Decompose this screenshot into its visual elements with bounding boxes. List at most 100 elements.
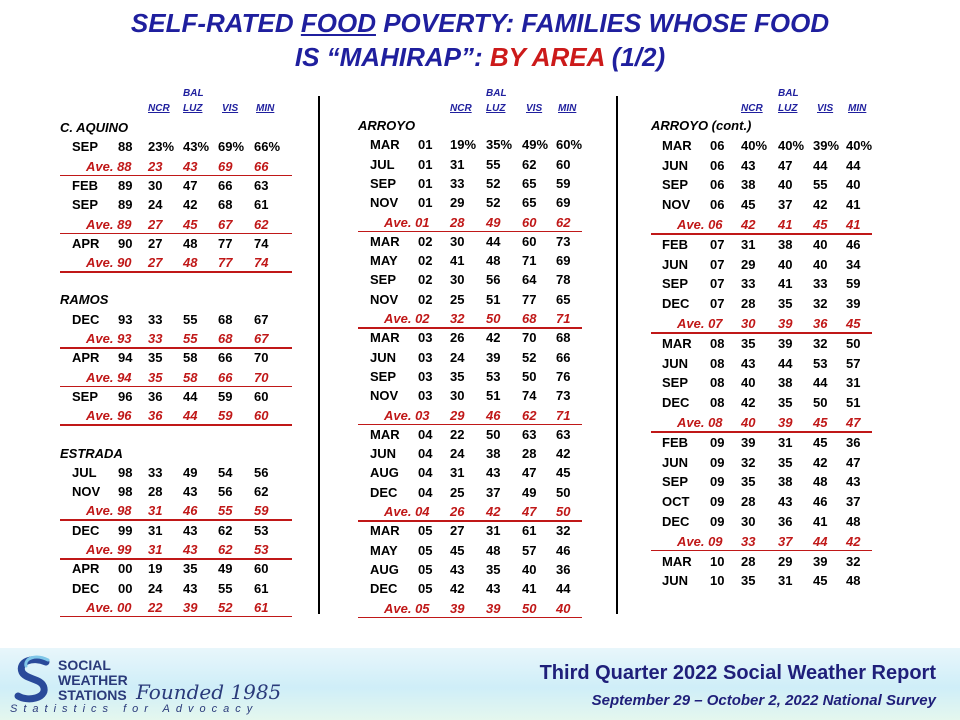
- table-row: SEP 06 38 40 55 40: [0, 177, 960, 196]
- table-row: FEB 09 39 31 45 36: [0, 435, 960, 454]
- average-underline: [651, 233, 872, 235]
- year-cell: 96: [118, 388, 133, 404]
- min-cell: 59: [254, 503, 269, 519]
- month-cell: FEB: [662, 434, 688, 450]
- average-underline: [60, 615, 292, 618]
- table-row: SEP 07 33 41 33 59: [0, 276, 960, 295]
- vis-cell: 62: [522, 156, 537, 172]
- min-cell: 71: [556, 407, 571, 423]
- vis-cell: 55: [218, 580, 233, 596]
- column-header-ncr: NCR: [148, 103, 170, 114]
- ncr-cell: 27: [450, 523, 465, 539]
- min-cell: 70: [254, 350, 269, 366]
- ncr-cell: 35: [741, 335, 756, 351]
- table-row: DEC 93 33 55 68 67: [0, 312, 960, 331]
- month-cell: JUL: [370, 156, 395, 172]
- year-cell: 06: [710, 157, 725, 173]
- vis-cell: 68: [218, 197, 233, 213]
- average-label: Ave. 00: [86, 599, 132, 615]
- average-row: Ave. 04 26 42 47 50: [0, 504, 960, 523]
- ncr-cell: 30: [450, 233, 465, 249]
- min-cell: 61: [254, 197, 269, 213]
- min-cell: 59: [556, 175, 571, 191]
- min-cell: 67: [254, 311, 269, 327]
- ncr-cell: 28: [741, 296, 756, 312]
- year-cell: 03: [418, 349, 433, 365]
- month-cell: MAR: [370, 426, 400, 442]
- luz-cell: 40: [778, 177, 793, 193]
- luz-cell: 37: [486, 484, 501, 500]
- column-header-vis: VIS: [222, 103, 239, 114]
- luz-cell: 37: [778, 533, 793, 549]
- luz-cell: 50: [486, 426, 501, 442]
- month-cell: JUN: [662, 256, 689, 272]
- vis-cell: 60: [522, 233, 537, 249]
- average-label: Ave. 01: [384, 214, 430, 230]
- month-cell: NOV: [370, 388, 399, 404]
- ncr-cell: 33: [450, 175, 465, 191]
- month-cell: DEC: [72, 311, 100, 327]
- luz-cell: 31: [486, 523, 501, 539]
- table-row: NOV 02 25 51 77 65: [0, 292, 960, 311]
- year-cell: 01: [418, 137, 433, 153]
- ncr-cell: 29: [450, 195, 465, 211]
- luz-cell: 44: [183, 388, 198, 404]
- min-cell: 46: [556, 542, 571, 558]
- min-cell: 65: [556, 291, 571, 307]
- year-cell: 01: [418, 175, 433, 191]
- min-cell: 67: [254, 331, 269, 346]
- ncr-cell: 28: [148, 484, 163, 500]
- year-cell: 04: [418, 446, 433, 462]
- ncr-cell: 42: [450, 581, 465, 597]
- luz-cell: 39: [778, 415, 793, 430]
- vis-cell: 50: [813, 395, 828, 411]
- table-row: APR 90 27 48 77 74: [0, 236, 960, 255]
- month-cell: DEC: [72, 580, 100, 596]
- title-text: SELF-RATED: [130, 8, 301, 38]
- min-cell: 41: [846, 217, 861, 232]
- column-divider: [318, 96, 320, 614]
- year-cell: 09: [710, 454, 725, 470]
- luz-cell: 41: [778, 276, 793, 292]
- vis-cell: 68: [522, 311, 537, 326]
- luz-cell: 40%: [778, 137, 805, 153]
- average-row: Ave. 96 36 44 59 60: [0, 408, 960, 427]
- table-row: AUG 04 31 43 47 45: [0, 465, 960, 484]
- year-cell: 04: [418, 484, 433, 500]
- luz-cell: 41: [778, 217, 793, 232]
- luz-cell: 52: [486, 195, 501, 211]
- vis-cell: 42: [813, 454, 828, 470]
- table-row: MAY 05 45 48 57 46: [0, 543, 960, 562]
- average-underline: [358, 230, 582, 232]
- table-row: JUN 10 35 31 45 48: [0, 573, 960, 592]
- min-cell: 63: [556, 426, 571, 442]
- vis-cell: 54: [218, 464, 233, 480]
- average-row: Ave. 08 40 39 45 47: [0, 415, 960, 434]
- min-cell: 60: [254, 561, 269, 577]
- average-row: Ave. 07 30 39 36 45: [0, 316, 960, 335]
- ncr-cell: 39: [450, 600, 465, 616]
- year-cell: 06: [710, 197, 725, 213]
- vis-cell: 69: [218, 158, 233, 174]
- table-row: NOV 98 28 43 56 62: [0, 484, 960, 503]
- ncr-cell: 33: [148, 464, 163, 480]
- luz-cell: 37: [778, 197, 793, 213]
- ncr-cell: 28: [741, 553, 756, 569]
- month-cell: AUG: [370, 561, 399, 577]
- vis-cell: 41: [522, 581, 537, 597]
- luz-cell: 47: [183, 177, 198, 193]
- luz-cell: 44: [183, 408, 198, 424]
- average-underline: [651, 332, 872, 334]
- year-cell: 08: [710, 335, 725, 351]
- min-cell: 34: [846, 256, 861, 272]
- year-cell: 06: [710, 137, 725, 153]
- ncr-cell: 33: [148, 331, 163, 346]
- luz-cell: 35: [183, 561, 198, 577]
- table-row: AUG 05 43 35 40 36: [0, 562, 960, 581]
- ncr-cell: 25: [450, 291, 465, 307]
- luz-cell: 51: [486, 388, 501, 404]
- min-cell: 59: [846, 276, 861, 292]
- ncr-cell: 35: [148, 350, 163, 366]
- title-area-word: BY AREA: [489, 42, 605, 72]
- group-label: C. AQUINO: [60, 120, 129, 135]
